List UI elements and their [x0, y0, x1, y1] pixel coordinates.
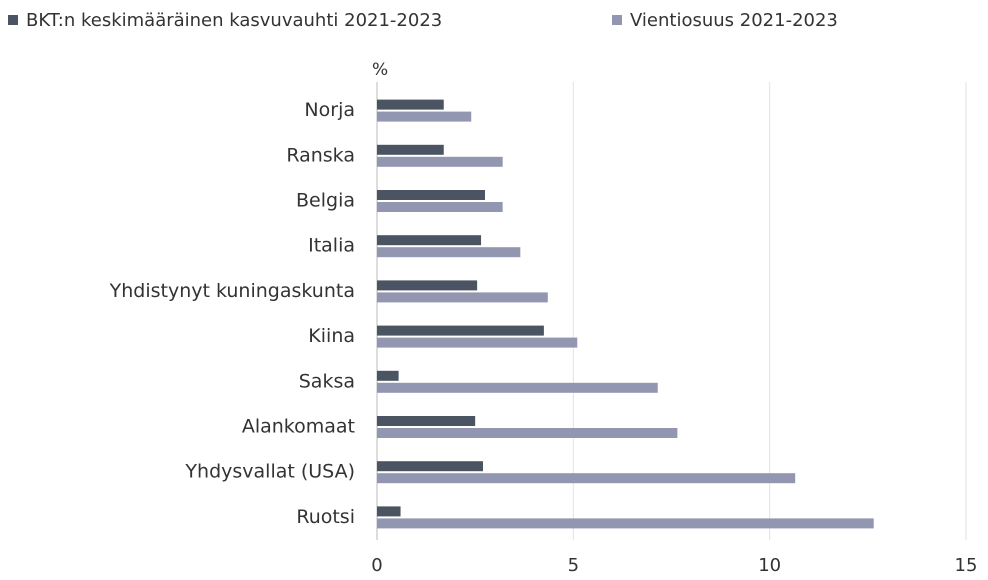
unit-label: % [372, 60, 388, 80]
bar [377, 144, 444, 155]
bar [377, 202, 503, 212]
bar [377, 337, 578, 348]
bar [377, 325, 544, 336]
bar [377, 99, 444, 110]
bar [377, 506, 401, 517]
bar [377, 247, 521, 258]
legend-swatch [612, 15, 622, 25]
bar [377, 280, 478, 291]
x-tick-label: 0 [371, 555, 382, 576]
y-tick-label: Ruotsi [296, 506, 355, 528]
bar [377, 416, 476, 426]
legend-swatch [8, 15, 18, 25]
y-tick-label: Ranska [286, 144, 355, 166]
bar [377, 518, 874, 529]
bar [377, 428, 678, 438]
y-tick-label: Norja [304, 99, 355, 121]
y-tick-label: Kiina [308, 325, 355, 347]
y-tick-label: Yhdistynyt kuningaskunta [109, 280, 355, 302]
x-tick-label: 10 [758, 555, 781, 576]
bar [377, 473, 796, 484]
bar [377, 292, 548, 303]
y-tick-label: Yhdysvallat (USA) [184, 461, 355, 483]
x-tick-label: 5 [568, 555, 579, 576]
y-tick-label: Italia [308, 235, 355, 257]
legend-label: BKT:n keskimääräinen kasvuvauhti 2021-20… [26, 10, 442, 31]
bar [377, 190, 485, 200]
bar [377, 461, 484, 472]
bar [377, 235, 482, 246]
x-tick-label: 15 [955, 555, 978, 576]
bar [377, 111, 472, 122]
y-tick-label: Belgia [296, 190, 355, 212]
legend-label: Vientiosuus 2021-2023 [630, 10, 838, 31]
bar [377, 382, 658, 393]
bar [377, 370, 399, 381]
bar [377, 156, 503, 167]
y-tick-label: Alankomaat [242, 416, 355, 438]
y-tick-label: Saksa [299, 370, 355, 392]
